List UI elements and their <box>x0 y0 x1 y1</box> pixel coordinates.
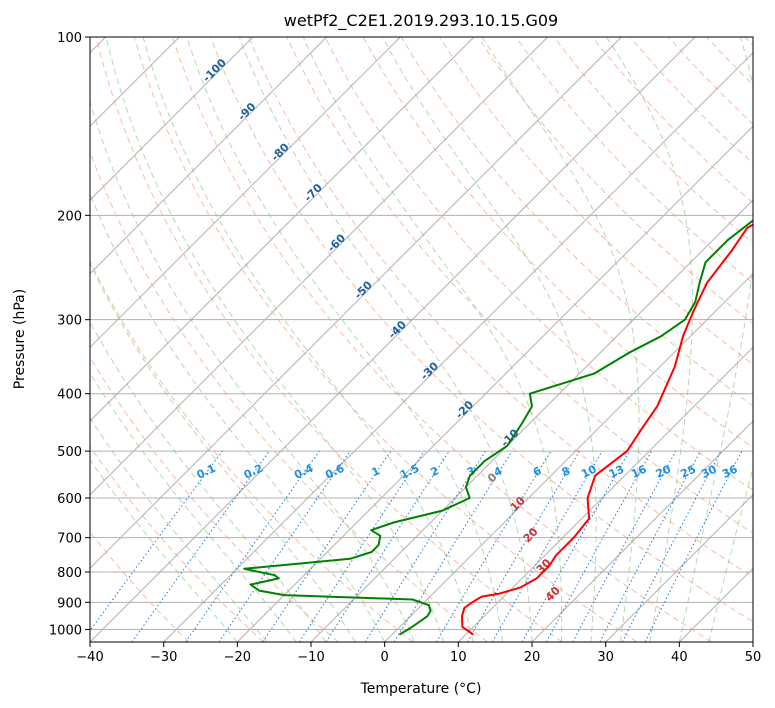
x-tick-label: 0 <box>381 650 389 665</box>
mixing-ratio-line <box>185 450 320 642</box>
mixing-ratio-line <box>545 450 653 642</box>
mixing-ratio-label: 30 <box>699 462 719 480</box>
mixing-ratio-label: 16 <box>629 462 649 480</box>
profile-lines <box>243 219 753 636</box>
y-tick-label: 700 <box>57 532 82 547</box>
mixing-ratio-line <box>325 450 450 642</box>
y-tick-label: 1000 <box>49 623 82 638</box>
dry-adiabat-line <box>286 37 753 534</box>
moist-adiabat-line <box>678 37 753 642</box>
isotherm-line <box>457 346 753 642</box>
dry-adiabat-line <box>324 37 753 491</box>
isotherm-line <box>605 493 753 642</box>
mixing-ratio-line <box>572 450 677 642</box>
y-tick-label: 100 <box>57 31 82 46</box>
isotherm-line <box>90 37 475 422</box>
temperature-profile-line <box>461 223 753 636</box>
mixing-ratio-line <box>298 450 425 642</box>
x-tick-label: −20 <box>224 650 251 665</box>
moist-adiabat-line <box>105 37 445 642</box>
mixing-ratio-line <box>393 450 513 642</box>
isotherm-line <box>163 51 753 642</box>
moist-adiabat-line <box>606 37 693 642</box>
x-tick-label: 40 <box>671 650 688 665</box>
mixing-ratio-label: 13 <box>607 463 626 481</box>
moist-adiabat-line <box>90 417 268 642</box>
x-tick-label: −10 <box>297 650 324 665</box>
mixing-ratio-line <box>218 450 351 642</box>
plot-frame <box>89 36 754 643</box>
moist-adiabat-line <box>381 37 597 642</box>
mixing-ratio-line <box>521 450 630 642</box>
x-tick-label: −30 <box>150 650 177 665</box>
dry-adiabat-line <box>95 37 563 642</box>
chart-title: wetPf2_C2E1.2019.293.10.15.G09 <box>284 11 558 31</box>
dry-adiabat-line <box>90 259 414 642</box>
dewpoint-profile-line <box>243 219 753 636</box>
x-axis-label: Temperature (°C) <box>360 681 482 697</box>
moist-adiabat-line <box>90 371 297 642</box>
isotherm-line <box>90 37 328 275</box>
isotherm-line <box>236 125 753 642</box>
isotherm-line <box>90 37 401 349</box>
moist-adiabat-line <box>90 262 356 642</box>
x-tick-label: 10 <box>450 650 467 665</box>
y-axis-label: Pressure (hPa) <box>12 289 28 389</box>
mixing-ratio-line <box>131 450 270 642</box>
moist-adiabat-line <box>302 37 563 642</box>
dry-adiabat-line <box>90 445 264 642</box>
background-grid <box>90 37 753 642</box>
moist-adiabat-line <box>90 459 238 642</box>
isotherm-line <box>90 37 622 570</box>
x-tick-label: 30 <box>597 650 614 665</box>
dry-adiabat-line <box>171 37 712 642</box>
moist-adiabat-line <box>90 192 386 642</box>
y-tick-label: 900 <box>57 596 82 611</box>
moist-adiabat-line <box>481 37 640 642</box>
dry-adiabat-line <box>515 37 753 284</box>
axis-ticks: −40 −30 −20 −10 0 10 20 30 40 50 1000 900 800 700 600 5… <box>49 31 761 665</box>
y-tick-label: 500 <box>57 445 82 460</box>
x-tick-label: 20 <box>524 650 541 665</box>
y-tick-label: 200 <box>57 209 82 224</box>
mixing-ratio-label: 20 <box>654 462 674 480</box>
mixing-ratio-line <box>90 450 223 632</box>
y-tick-label: 800 <box>57 566 82 581</box>
x-tick-label: −40 <box>76 650 103 665</box>
moist-adiabat-line <box>90 99 415 642</box>
moist-adiabat-line <box>238 37 533 642</box>
moist-adiabat-line <box>186 37 503 642</box>
mixing-ratio-line <box>262 450 392 642</box>
y-tick-label: 400 <box>57 388 82 403</box>
mixing-ratio-line <box>644 450 743 642</box>
y-tick-label: 300 <box>57 314 82 329</box>
moist-adiabat-line <box>708 465 753 642</box>
y-tick-label: 600 <box>57 492 82 507</box>
isotherm-line <box>531 420 753 642</box>
x-tick-label: 50 <box>745 650 762 665</box>
dry-adiabat-line <box>133 37 638 642</box>
isotherm-line <box>90 37 549 496</box>
isotherm-line <box>90 37 254 201</box>
mixing-ratio-label: 36 <box>720 462 740 480</box>
mixing-ratio-label: 25 <box>679 463 698 481</box>
dry-adiabat-line <box>210 37 753 623</box>
isotherm-line <box>90 37 696 642</box>
dry-adiabat-line <box>248 37 753 578</box>
moist-adiabat-line <box>142 37 474 642</box>
dry-adiabat-line <box>90 356 339 642</box>
isotherm-line <box>384 272 753 642</box>
moist-adiabat-line <box>90 321 327 642</box>
